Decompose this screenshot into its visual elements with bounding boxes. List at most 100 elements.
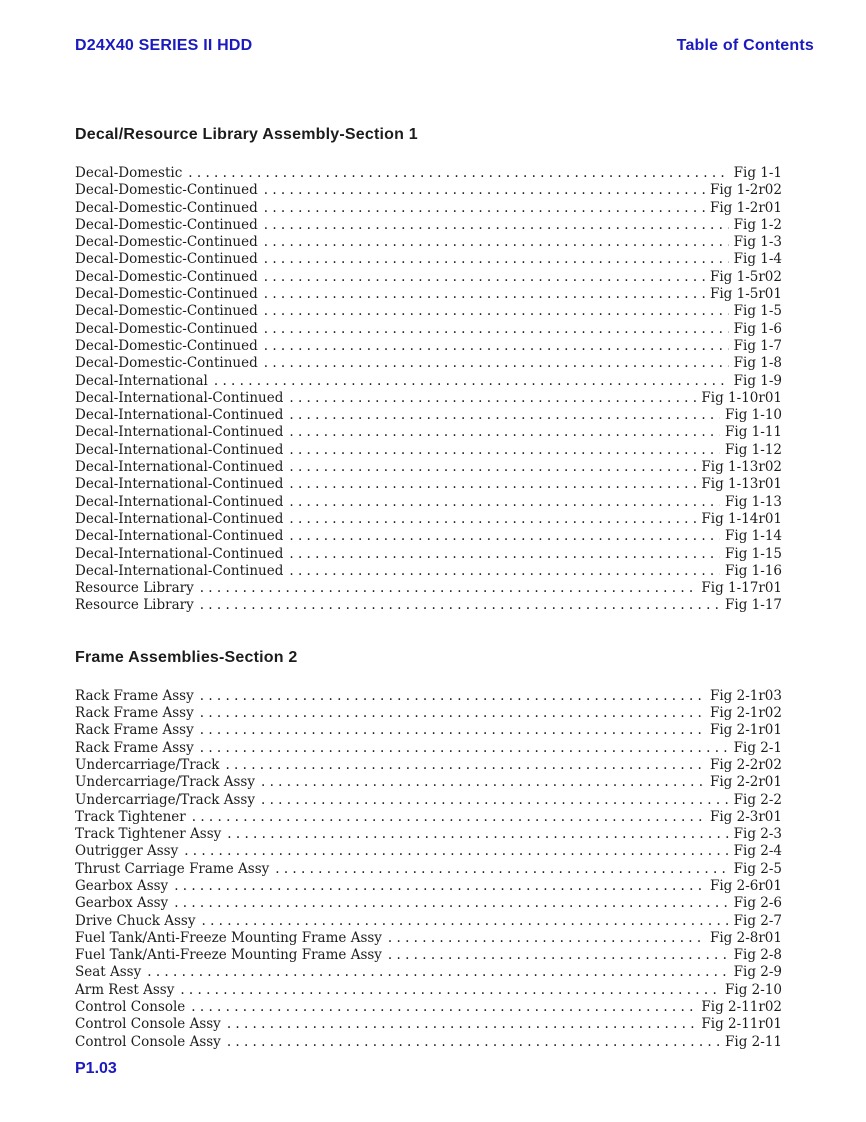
entry-fig-label: Fig 1-16 xyxy=(725,562,782,579)
dot-leader xyxy=(289,511,696,528)
entry-title: Decal-Domestic-Continued xyxy=(75,320,258,337)
toc-entry[interactable]: Decal-Domestic-Continued Fig 1-5r02 xyxy=(75,269,782,286)
toc-entry[interactable]: Decal-International-Continued Fig 1-10 xyxy=(75,407,782,424)
entry-fig-label: Fig 2-5 xyxy=(733,860,782,877)
toc-entry[interactable]: Track Tightener Fig 2-3r01 xyxy=(75,809,782,826)
toc-entry[interactable]: Decal-International-Continued Fig 1-16 xyxy=(75,563,782,580)
toc-entry[interactable]: Decal-International-Continued Fig 1-14 xyxy=(75,528,782,545)
toc-entry[interactable]: Decal-International-Continued Fig 1-13r0… xyxy=(75,476,782,493)
toc-entry[interactable]: Rack Frame Assy Fig 2-1 xyxy=(75,740,782,757)
entry-title: Drive Chuck Assy xyxy=(75,912,196,929)
dot-leader xyxy=(289,476,696,493)
toc-entry[interactable]: Control Console Assy Fig 2-11r01 xyxy=(75,1016,782,1033)
entry-fig-label: Fig 2-4 xyxy=(733,843,782,860)
entry-title: Decal-International-Continued xyxy=(75,441,284,458)
dot-leader xyxy=(192,809,705,826)
entry-title: Seat Assy xyxy=(75,964,142,981)
dot-leader xyxy=(275,861,728,878)
dot-leader xyxy=(174,895,728,912)
entry-fig-label: Fig 2-6 xyxy=(733,895,782,912)
toc-entry[interactable]: Decal-International Fig 1-9 xyxy=(75,373,782,390)
dot-leader xyxy=(227,826,728,843)
dot-leader xyxy=(227,1016,697,1033)
dot-leader xyxy=(200,580,697,597)
toc-section: Decal/Resource Library Assembly-Section … xyxy=(75,125,782,615)
toc-entry[interactable]: Undercarriage/Track Assy Fig 2-2 xyxy=(75,792,782,809)
toc-entry[interactable]: Resource Library Fig 1-17r01 xyxy=(75,580,782,597)
dot-leader xyxy=(200,597,720,614)
entry-title: Decal-Domestic-Continued xyxy=(75,199,258,216)
toc-entry[interactable]: Rack Frame Assy Fig 2-1r02 xyxy=(75,705,782,722)
toc-entry[interactable]: Decal-International-Continued Fig 1-11 xyxy=(75,424,782,441)
toc-entry[interactable]: Gearbox Assy Fig 2-6 xyxy=(75,895,782,912)
page-header: D24X40 SERIES II HDD Table of Contents xyxy=(75,36,814,55)
toc-entry[interactable]: Decal-International-Continued Fig 1-10r0… xyxy=(75,390,782,407)
toc-entry[interactable]: Decal-Domestic-Continued Fig 1-8 xyxy=(75,355,782,372)
dot-leader xyxy=(264,286,705,303)
toc-entry[interactable]: Decal-Domestic-Continued Fig 1-5 xyxy=(75,303,782,320)
toc-entry[interactable]: Decal-Domestic-Continued Fig 1-2 xyxy=(75,217,782,234)
entry-title: Decal-International-Continued xyxy=(75,510,284,527)
entry-fig-label: Fig 2-11r01 xyxy=(701,1016,782,1033)
entry-fig-label: Fig 1-8 xyxy=(733,355,782,372)
entry-fig-label: Fig 2-2 xyxy=(733,791,782,808)
entry-fig-label: Fig 1-15 xyxy=(725,545,782,562)
entry-title: Rack Frame Assy xyxy=(75,722,194,739)
toc-entry[interactable]: Gearbox Assy Fig 2-6r01 xyxy=(75,878,782,895)
entry-title: Decal-International-Continued xyxy=(75,528,284,545)
entry-title: Outrigger Assy xyxy=(75,843,179,860)
toc-entry[interactable]: Decal-Domestic-Continued Fig 1-2r02 xyxy=(75,182,782,199)
toc-entry[interactable]: Resource Library Fig 1-17 xyxy=(75,597,782,614)
entry-fig-label: Fig 2-8 xyxy=(733,947,782,964)
toc-entry[interactable]: Decal-International-Continued Fig 1-12 xyxy=(75,442,782,459)
entry-fig-label: Fig 1-5 xyxy=(733,303,782,320)
toc-entry[interactable]: Track Tightener Assy Fig 2-3 xyxy=(75,826,782,843)
toc-entry[interactable]: Decal-International-Continued Fig 1-15 xyxy=(75,546,782,563)
dot-leader xyxy=(191,999,696,1016)
toc-entry[interactable]: Outrigger Assy Fig 2-4 xyxy=(75,843,782,860)
entry-title: Decal-Domestic-Continued xyxy=(75,337,258,354)
entry-title: Gearbox Assy xyxy=(75,895,169,912)
dot-leader xyxy=(264,234,729,251)
entry-title: Decal-Domestic-Continued xyxy=(75,182,258,199)
entry-title: Rack Frame Assy xyxy=(75,687,194,704)
toc-entry[interactable]: Rack Frame Assy Fig 2-1r03 xyxy=(75,688,782,705)
entry-title: Decal-International-Continued xyxy=(75,562,284,579)
toc-entry[interactable]: Decal-Domestic-Continued Fig 1-2r01 xyxy=(75,200,782,217)
toc-entry[interactable]: Control Console Assy Fig 2-11 xyxy=(75,1034,782,1051)
toc-entry[interactable]: Drive Chuck Assy Fig 2-7 xyxy=(75,913,782,930)
entry-fig-label: Fig 2-1r01 xyxy=(710,722,782,739)
toc-entry[interactable]: Decal-Domestic-Continued Fig 1-5r01 xyxy=(75,286,782,303)
toc-entry[interactable]: Decal-International-Continued Fig 1-13r0… xyxy=(75,459,782,476)
toc-entry[interactable]: Fuel Tank/Anti-Freeze Mounting Frame Ass… xyxy=(75,930,782,947)
toc-entry[interactable]: Decal-International-Continued Fig 1-13 xyxy=(75,494,782,511)
entry-fig-label: Fig 1-10 xyxy=(725,407,782,424)
page-number-label[interactable]: P1.03 xyxy=(75,1059,117,1077)
toc-entry[interactable]: Undercarriage/Track Fig 2-2r02 xyxy=(75,757,782,774)
toc-entry[interactable]: Decal-International-Continued Fig 1-14r0… xyxy=(75,511,782,528)
dot-leader xyxy=(264,251,729,268)
table-of-contents-link[interactable]: Table of Contents xyxy=(676,37,814,54)
toc-entry[interactable]: Decal-Domestic Fig 1-1 xyxy=(75,165,782,182)
toc-entry[interactable]: Decal-Domestic-Continued Fig 1-4 xyxy=(75,251,782,268)
entry-fig-label: Fig 1-3 xyxy=(733,234,782,251)
entry-fig-label: Fig 2-2r01 xyxy=(710,774,782,791)
toc-entry[interactable]: Rack Frame Assy Fig 2-1r01 xyxy=(75,722,782,739)
entry-title: Decal-Domestic-Continued xyxy=(75,355,258,372)
toc-entry[interactable]: Fuel Tank/Anti-Freeze Mounting Frame Ass… xyxy=(75,947,782,964)
toc-entry[interactable]: Decal-Domestic-Continued Fig 1-7 xyxy=(75,338,782,355)
toc-entry[interactable]: Control Console Fig 2-11r02 xyxy=(75,999,782,1016)
toc-entry[interactable]: Thrust Carriage Frame Assy Fig 2-5 xyxy=(75,861,782,878)
toc-entry[interactable]: Seat Assy Fig 2-9 xyxy=(75,964,782,981)
toc-entry[interactable]: Decal-Domestic-Continued Fig 1-3 xyxy=(75,234,782,251)
entry-fig-label: Fig 2-2r02 xyxy=(710,756,782,773)
page-footer: P1.03 xyxy=(75,1059,866,1078)
entry-fig-label: Fig 1-5r01 xyxy=(710,286,782,303)
toc-entry[interactable]: Undercarriage/Track Assy Fig 2-2r01 xyxy=(75,774,782,791)
entry-fig-label: Fig 2-6r01 xyxy=(710,877,782,894)
entry-fig-label: Fig 1-10r01 xyxy=(701,389,782,406)
entry-fig-label: Fig 2-11 xyxy=(725,1033,782,1050)
dot-leader xyxy=(289,546,720,563)
toc-entry[interactable]: Arm Rest Assy Fig 2-10 xyxy=(75,982,782,999)
toc-entry[interactable]: Decal-Domestic-Continued Fig 1-6 xyxy=(75,321,782,338)
